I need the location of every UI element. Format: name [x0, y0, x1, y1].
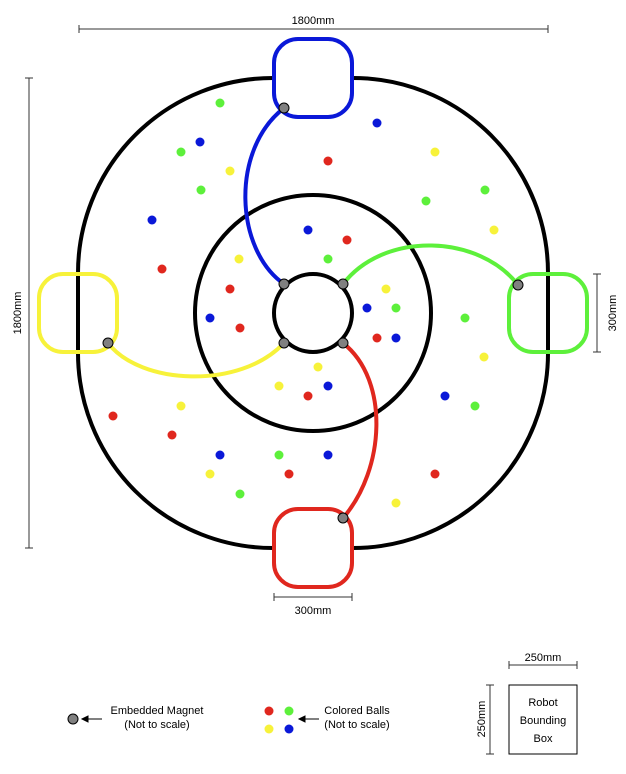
blue-ball — [196, 138, 205, 147]
legend-magnet-arrow — [82, 716, 102, 722]
green-ball — [481, 186, 490, 195]
red-ball — [236, 324, 245, 333]
red-ball — [343, 236, 352, 245]
blue-ball — [324, 451, 333, 460]
legend-green-ball — [285, 707, 294, 716]
legend-balls-label-line1: Colored Balls — [324, 705, 390, 717]
green-ball — [422, 197, 431, 206]
yellow-ball — [490, 226, 499, 235]
magnet — [103, 338, 113, 348]
zone-height-dimension — [593, 274, 601, 352]
width-dimension-label: 1800mm — [292, 15, 335, 27]
green-ball — [392, 304, 401, 313]
robot-height-label: 250mm — [476, 701, 488, 738]
robot-box-line3: Box — [534, 733, 553, 745]
yellow-ball — [177, 402, 186, 411]
green-ball — [216, 99, 225, 108]
red-ball — [431, 470, 440, 479]
zone-width-dimension — [274, 593, 352, 601]
blue-ball — [373, 119, 382, 128]
magnet — [513, 280, 523, 290]
green-ball — [275, 451, 284, 460]
blue-ball — [304, 226, 313, 235]
red-ball — [373, 334, 382, 343]
blue-ball — [441, 392, 450, 401]
magnets — [103, 103, 523, 523]
robot-width-label: 250mm — [525, 652, 562, 664]
legend-ball-swatches — [265, 707, 294, 734]
height-dimension — [25, 78, 33, 548]
legend-blue-ball — [285, 725, 294, 734]
legend-magnet-label-line2: (Not to scale) — [124, 719, 189, 731]
blue-ball — [363, 304, 372, 313]
green-ball — [177, 148, 186, 157]
legend-magnet-label-line1: Embedded Magnet — [111, 705, 204, 717]
red-ball — [304, 392, 313, 401]
yellow-ball — [275, 382, 284, 391]
blue-ball — [392, 334, 401, 343]
magnet — [279, 103, 289, 113]
zone-height-dimension-label: 300mm — [607, 295, 619, 332]
green-track — [343, 245, 518, 285]
legend-yellow-ball — [265, 725, 274, 734]
legend-magnet-swatch — [68, 714, 78, 724]
magnet — [338, 338, 348, 348]
yellow-ball — [226, 167, 235, 176]
legend-red-ball — [265, 707, 274, 716]
yellow-ball — [431, 148, 440, 157]
blue-ball — [216, 451, 225, 460]
blue-ball — [148, 216, 157, 225]
legend-balls-label-line2: (Not to scale) — [324, 719, 389, 731]
red-ball — [324, 157, 333, 166]
height-dimension-label: 1800mm — [12, 292, 24, 335]
red-ball — [158, 265, 167, 274]
yellow-ball — [235, 255, 244, 264]
yellow-ball — [314, 363, 323, 372]
red-ball — [109, 412, 118, 421]
magnet — [279, 338, 289, 348]
legend-balls-arrow — [299, 716, 319, 722]
colored-balls — [109, 99, 499, 508]
robot-box-line1: Robot — [528, 697, 557, 709]
red-ball — [285, 470, 294, 479]
yellow-ball — [382, 285, 391, 294]
red-ball — [168, 431, 177, 440]
green-ball — [236, 490, 245, 499]
yellow-ball — [206, 470, 215, 479]
middle-ring — [195, 195, 431, 431]
green-ball — [197, 186, 206, 195]
blue-ball — [206, 314, 215, 323]
yellow-ball — [480, 353, 489, 362]
zone-width-dimension-label: 300mm — [295, 605, 332, 617]
magnet — [338, 513, 348, 523]
magnet — [338, 279, 348, 289]
yellow-ball — [392, 499, 401, 508]
outer-ring — [78, 78, 548, 548]
red-track — [343, 343, 376, 518]
red-ball — [226, 285, 235, 294]
yellow-track — [108, 343, 284, 376]
robot-box-line2: Bounding — [520, 715, 567, 727]
green-ball — [324, 255, 333, 264]
green-ball — [461, 314, 470, 323]
blue-track — [245, 108, 284, 284]
blue-ball — [324, 382, 333, 391]
green-ball — [471, 402, 480, 411]
magnet — [279, 279, 289, 289]
